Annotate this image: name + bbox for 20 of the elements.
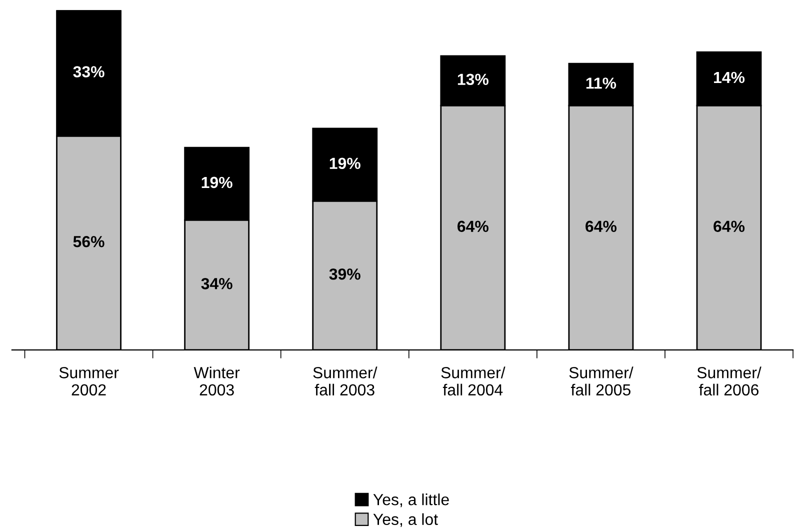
data-label: 19% xyxy=(330,158,360,170)
data-label: 34% xyxy=(201,278,232,290)
data-label: 33% xyxy=(73,66,104,78)
x-tick-label: Summer 2002 xyxy=(59,367,119,396)
data-label: 13% xyxy=(458,74,488,86)
legend-label: Yes, a lot xyxy=(373,513,438,527)
data-label: 64% xyxy=(714,220,745,232)
x-tick-label: Summer/ fall 2004 xyxy=(441,366,506,396)
data-label: 64% xyxy=(586,220,617,232)
data-label: 11% xyxy=(586,78,616,89)
x-tick-label: Summer/ fall 2005 xyxy=(569,366,634,396)
data-label: 64% xyxy=(458,220,488,232)
data-label: 39% xyxy=(329,268,360,280)
legend-label: Yes, a little xyxy=(373,494,449,508)
data-label: 56% xyxy=(73,236,104,248)
x-tick-label: Winter 2003 xyxy=(194,366,240,396)
x-tick-label: Summer/ fall 2003 xyxy=(313,366,378,396)
data-label: 14% xyxy=(714,72,745,84)
x-tick-label: Summer/ fall 2006 xyxy=(697,366,762,396)
data-label: 19% xyxy=(202,176,232,188)
